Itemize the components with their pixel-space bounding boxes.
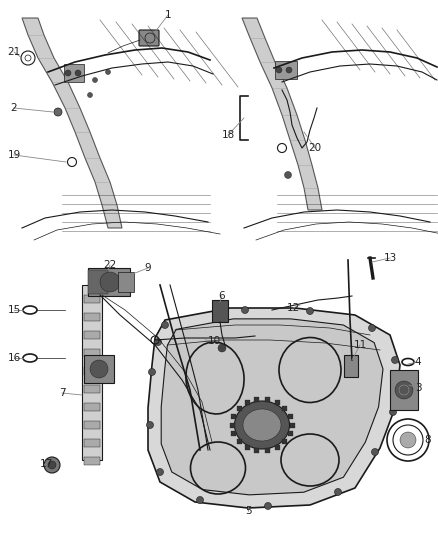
- Bar: [283, 439, 287, 444]
- FancyBboxPatch shape: [64, 64, 84, 82]
- Bar: [283, 406, 287, 411]
- Bar: [84, 421, 100, 429]
- Text: 6: 6: [219, 291, 225, 301]
- Bar: [244, 445, 250, 450]
- Bar: [88, 268, 130, 296]
- Text: 15: 15: [7, 305, 21, 315]
- Bar: [84, 385, 100, 393]
- Circle shape: [335, 489, 342, 496]
- Text: 11: 11: [353, 340, 367, 350]
- Text: 13: 13: [383, 253, 397, 263]
- Circle shape: [106, 69, 110, 75]
- Bar: [344, 355, 358, 377]
- Circle shape: [286, 67, 292, 73]
- Circle shape: [389, 408, 396, 416]
- Circle shape: [88, 93, 92, 98]
- Bar: [84, 355, 114, 383]
- Bar: [237, 406, 241, 411]
- Circle shape: [285, 172, 292, 179]
- Bar: [84, 295, 100, 303]
- Circle shape: [241, 306, 248, 313]
- Bar: [84, 403, 100, 411]
- Bar: [265, 397, 270, 402]
- Bar: [288, 431, 293, 437]
- Polygon shape: [242, 18, 322, 210]
- Bar: [84, 439, 100, 447]
- Circle shape: [395, 381, 413, 399]
- Circle shape: [371, 448, 378, 456]
- Circle shape: [155, 338, 162, 345]
- Text: 3: 3: [415, 383, 421, 393]
- Text: 20: 20: [308, 143, 321, 153]
- Text: 9: 9: [145, 263, 151, 273]
- Bar: [84, 331, 100, 339]
- Bar: [390, 370, 418, 410]
- Text: 18: 18: [221, 130, 235, 140]
- Circle shape: [148, 368, 155, 376]
- Text: 10: 10: [208, 336, 221, 346]
- Circle shape: [92, 77, 98, 83]
- Polygon shape: [161, 319, 383, 495]
- Bar: [231, 414, 237, 418]
- Bar: [84, 313, 100, 321]
- Bar: [265, 448, 270, 453]
- Text: 7: 7: [59, 388, 65, 398]
- Bar: [290, 423, 294, 427]
- Text: 21: 21: [7, 47, 21, 57]
- Circle shape: [197, 497, 204, 504]
- Bar: [254, 397, 259, 402]
- Text: 12: 12: [286, 303, 300, 313]
- Text: 5: 5: [245, 506, 251, 516]
- Polygon shape: [22, 18, 122, 228]
- Circle shape: [265, 503, 272, 510]
- Circle shape: [276, 67, 282, 73]
- Bar: [231, 431, 237, 437]
- Bar: [288, 414, 293, 418]
- Text: 1: 1: [165, 10, 171, 20]
- Polygon shape: [148, 308, 400, 508]
- Circle shape: [162, 321, 169, 328]
- Circle shape: [218, 344, 226, 352]
- Circle shape: [100, 272, 120, 292]
- Bar: [254, 448, 259, 453]
- Text: 4: 4: [415, 357, 421, 367]
- Text: 19: 19: [7, 150, 21, 160]
- Circle shape: [146, 422, 153, 429]
- Bar: [212, 300, 228, 322]
- Circle shape: [75, 70, 81, 76]
- Ellipse shape: [234, 401, 290, 449]
- Circle shape: [90, 360, 108, 378]
- Circle shape: [65, 70, 71, 76]
- Circle shape: [400, 432, 416, 448]
- Bar: [230, 423, 234, 427]
- Bar: [275, 445, 279, 450]
- Circle shape: [156, 469, 163, 475]
- Text: 16: 16: [7, 353, 21, 363]
- Bar: [84, 367, 100, 375]
- Circle shape: [54, 108, 62, 116]
- Bar: [244, 400, 250, 405]
- Text: 22: 22: [103, 260, 117, 270]
- Bar: [82, 285, 102, 460]
- Bar: [84, 457, 100, 465]
- Text: 17: 17: [39, 459, 53, 469]
- Circle shape: [307, 308, 314, 314]
- FancyBboxPatch shape: [275, 61, 297, 79]
- Circle shape: [44, 457, 60, 473]
- Bar: [237, 439, 241, 444]
- Circle shape: [368, 325, 375, 332]
- Bar: [88, 270, 108, 294]
- Bar: [84, 349, 100, 357]
- Circle shape: [48, 461, 56, 469]
- FancyBboxPatch shape: [139, 30, 159, 46]
- Ellipse shape: [243, 409, 281, 441]
- Text: 2: 2: [11, 103, 18, 113]
- Text: 8: 8: [425, 435, 431, 445]
- Bar: [118, 272, 134, 292]
- Bar: [275, 400, 279, 405]
- Circle shape: [392, 357, 399, 364]
